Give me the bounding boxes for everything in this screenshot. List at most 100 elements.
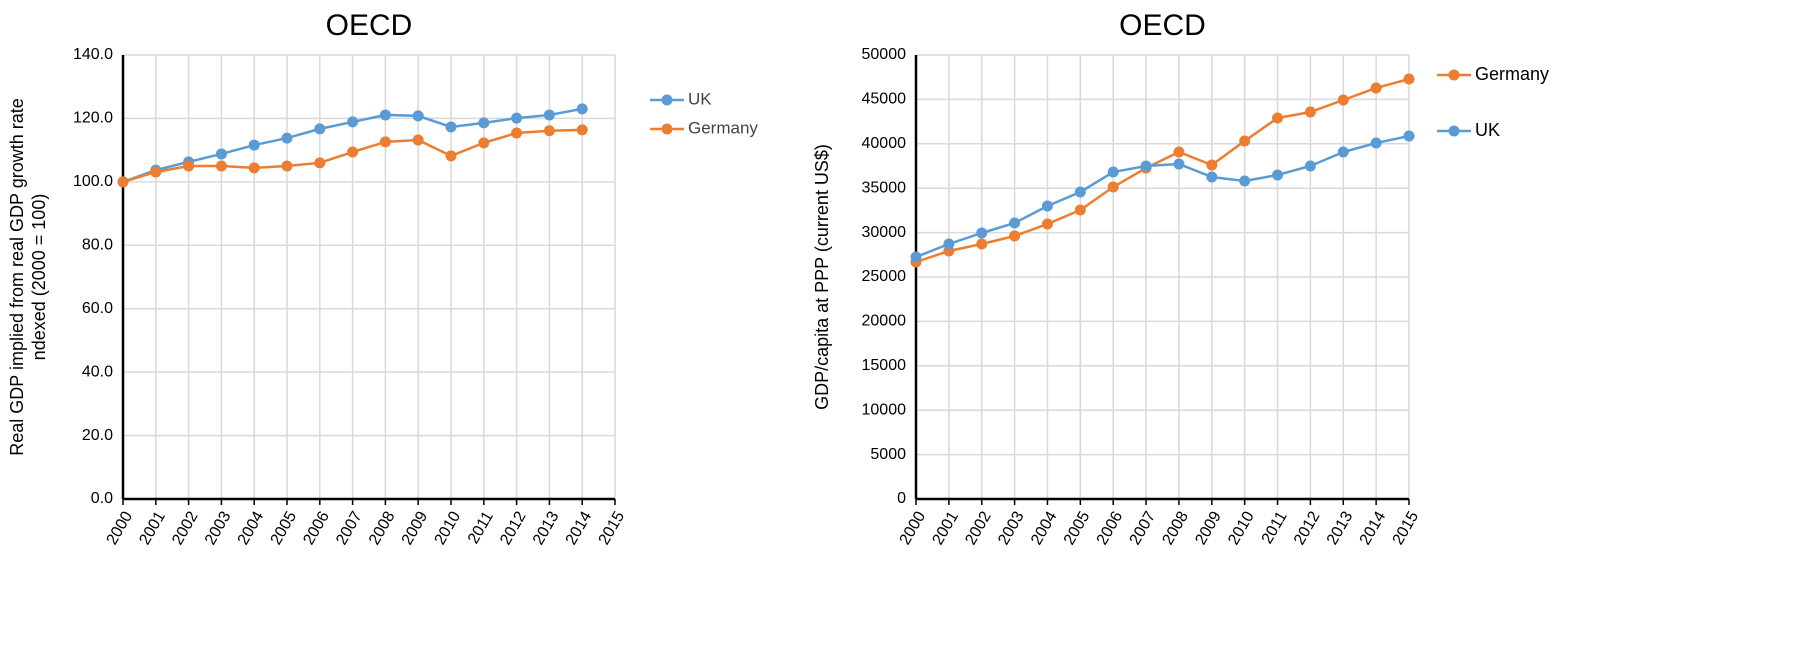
- data-point: [1009, 217, 1021, 229]
- data-point: [1337, 94, 1349, 106]
- legend-label: UK: [1475, 120, 1500, 140]
- data-point: [1074, 186, 1086, 198]
- x-tick-label: 2004: [235, 509, 268, 548]
- y-tick-label: 20.0: [82, 427, 113, 444]
- x-tick-label: 2014: [1357, 509, 1390, 548]
- x-tick-label: 2000: [897, 509, 930, 548]
- data-point: [1272, 112, 1284, 124]
- data-point: [379, 109, 391, 121]
- data-point: [576, 124, 588, 136]
- y-tick-label: 20000: [862, 313, 907, 330]
- data-point: [117, 176, 129, 188]
- x-tick-label: 2001: [136, 509, 169, 548]
- y-tick-label: 50000: [862, 46, 907, 63]
- x-tick-label: 2008: [1160, 509, 1193, 548]
- y-tick-label: 140.0: [73, 46, 113, 63]
- x-tick-label: 2005: [268, 509, 301, 548]
- x-tick-label: 2013: [530, 509, 563, 548]
- y-axis-label: GDP/capita at PPP (current US$): [812, 144, 832, 410]
- data-point: [1403, 130, 1415, 142]
- data-point: [1041, 200, 1053, 212]
- y-tick-label: 0.0: [91, 490, 113, 507]
- data-point: [1107, 166, 1119, 178]
- data-point: [511, 112, 523, 124]
- data-point: [1239, 175, 1251, 187]
- data-point: [347, 116, 359, 128]
- data-point: [347, 146, 359, 158]
- data-point: [412, 110, 424, 122]
- data-point: [1206, 159, 1218, 171]
- series-line: [915, 77, 1410, 264]
- x-tick-label: 2003: [202, 509, 235, 548]
- data-point: [248, 162, 260, 174]
- x-tick-label: 2009: [1192, 509, 1225, 548]
- y-tick-label: 100.0: [73, 173, 113, 190]
- chart-title: OECD: [1119, 9, 1206, 42]
- data-point: [1337, 146, 1349, 158]
- y-tick-label: 10000: [862, 401, 907, 418]
- data-point: [379, 136, 391, 148]
- data-point: [314, 157, 326, 169]
- data-point: [1206, 171, 1218, 183]
- x-tick-label: 2002: [962, 509, 995, 548]
- x-tick-label: 2006: [1094, 509, 1127, 548]
- x-tick-label: 2009: [399, 509, 432, 548]
- data-point: [1304, 106, 1316, 118]
- data-point: [1272, 169, 1284, 181]
- data-point: [543, 109, 555, 121]
- y-tick-label: 45000: [862, 91, 907, 108]
- data-point: [976, 238, 988, 250]
- legend-label: Germany: [1475, 64, 1549, 84]
- data-point: [183, 160, 195, 172]
- data-point: [1041, 218, 1053, 230]
- series-line: [915, 134, 1410, 259]
- data-point: [281, 132, 293, 144]
- data-point: [1009, 230, 1021, 242]
- y-tick-label: 30000: [862, 224, 907, 241]
- data-point: [248, 139, 260, 151]
- x-tick-label: 2014: [563, 509, 596, 548]
- x-tick-label: 2015: [1390, 509, 1423, 548]
- data-point: [215, 148, 227, 160]
- legend-marker: [661, 123, 673, 135]
- data-point: [543, 125, 555, 137]
- data-point: [1403, 73, 1415, 85]
- y-axis-label: ndexed (2000 = 100): [29, 194, 49, 361]
- y-tick-label: 0: [897, 490, 906, 507]
- legend-marker: [661, 94, 673, 106]
- x-tick-label: 2010: [1225, 509, 1258, 548]
- x-tick-label: 2006: [300, 509, 333, 548]
- data-point: [1239, 135, 1251, 147]
- data-point: [478, 137, 490, 149]
- x-tick-label: 2007: [333, 509, 366, 548]
- x-tick-label: 2003: [995, 509, 1028, 548]
- data-point: [314, 123, 326, 135]
- x-tick-label: 2008: [366, 509, 399, 548]
- x-tick-label: 2015: [596, 509, 629, 548]
- data-point: [943, 238, 955, 250]
- data-point: [412, 134, 424, 146]
- data-point: [910, 251, 922, 263]
- data-point: [150, 166, 162, 178]
- x-tick-label: 2001: [929, 509, 962, 548]
- y-axis-label: Real GDP implied from real GDP growth ra…: [7, 98, 27, 455]
- data-point: [976, 227, 988, 239]
- data-point: [1370, 137, 1382, 149]
- y-tick-label: 80.0: [82, 237, 113, 254]
- data-point: [511, 127, 523, 139]
- data-point: [1173, 158, 1185, 170]
- data-point: [1173, 146, 1185, 158]
- data-point: [1370, 82, 1382, 94]
- y-tick-label: 25000: [862, 268, 907, 285]
- legend-label: Germany: [688, 118, 758, 137]
- x-tick-label: 2011: [1259, 509, 1291, 547]
- y-tick-label: 40.0: [82, 363, 113, 380]
- data-point: [281, 160, 293, 172]
- data-point: [1107, 181, 1119, 193]
- data-point: [576, 103, 588, 115]
- x-tick-label: 2012: [1291, 509, 1324, 548]
- data-point: [445, 150, 457, 162]
- x-tick-label: 2007: [1127, 509, 1160, 548]
- x-tick-label: 2000: [104, 509, 137, 548]
